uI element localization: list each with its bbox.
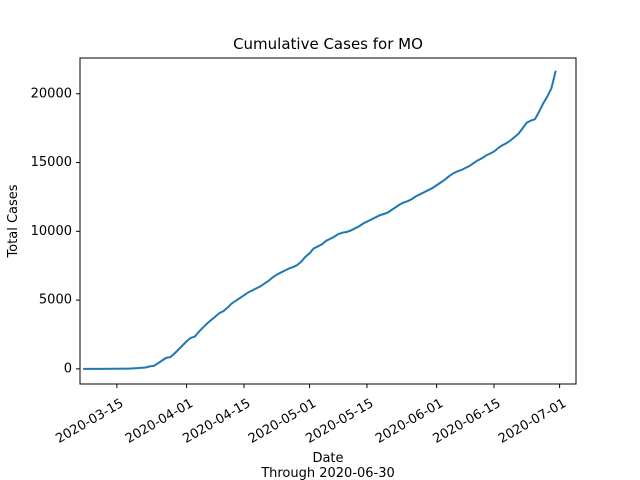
y-tick-label: 10000 (31, 224, 72, 239)
axes-frame (79, 57, 577, 385)
chart-title: Cumulative Cases for MO (233, 35, 423, 53)
y-axis: 0 5000 10000 15000 20000 (31, 86, 80, 376)
x-axis-sublabel: Through 2020-06-30 (260, 466, 395, 480)
y-tick-label: 0 (64, 361, 72, 376)
plot-area (79, 57, 577, 385)
y-tick-label: 20000 (31, 86, 72, 101)
y-tick-label: 5000 (39, 293, 72, 308)
x-axis-label: Date (312, 451, 343, 466)
y-tick-label: 15000 (31, 155, 72, 170)
y-axis-label: Total Cases (6, 184, 21, 258)
series-line-cumulative-cases (83, 70, 557, 370)
